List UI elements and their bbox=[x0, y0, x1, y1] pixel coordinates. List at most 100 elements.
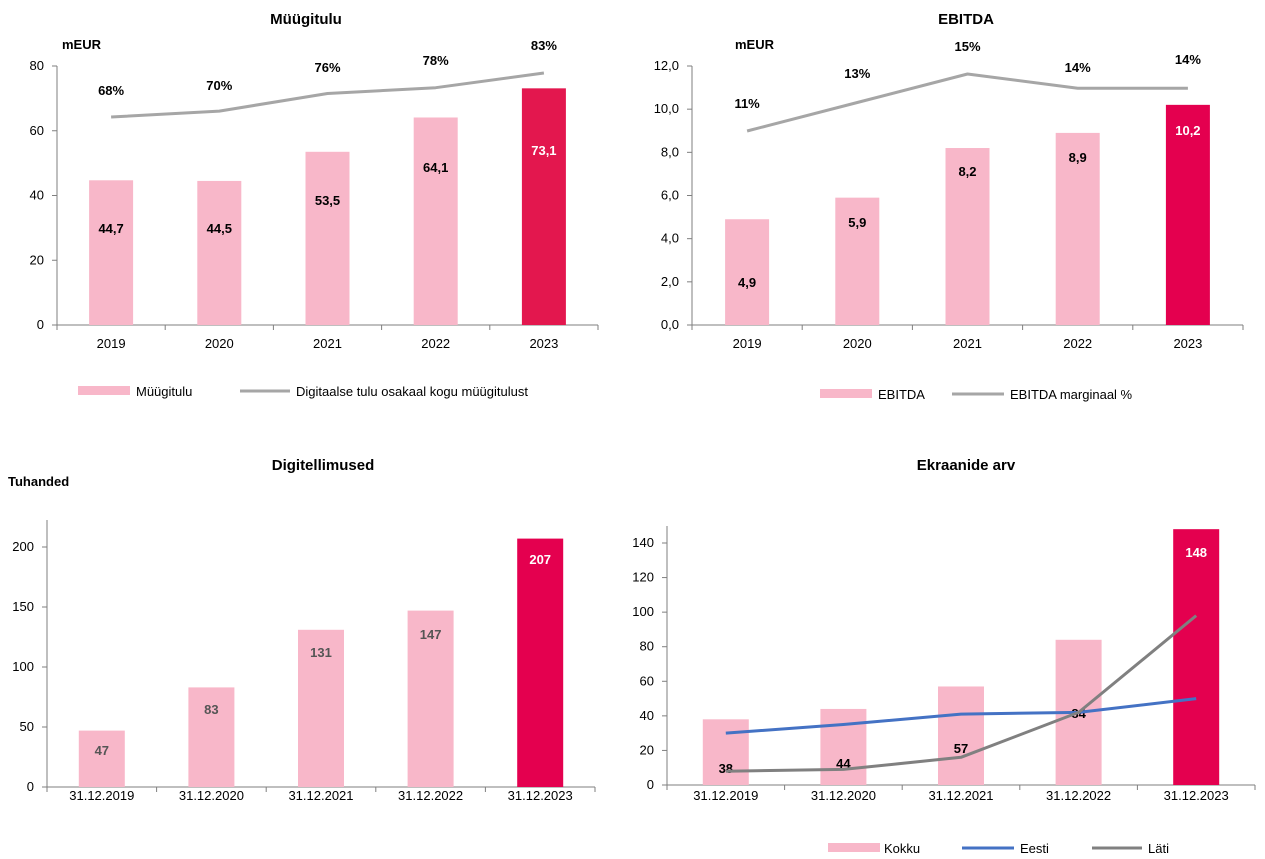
legend-label: Eesti bbox=[1020, 841, 1049, 856]
y-tick-label: 12,0 bbox=[654, 58, 679, 73]
x-tick-label: 31.12.2023 bbox=[1164, 788, 1229, 803]
y-tick-label: 60 bbox=[640, 673, 654, 688]
line-data-label: 83% bbox=[531, 38, 557, 53]
y-tick-label: 2,0 bbox=[661, 274, 679, 289]
y-tick-label: 140 bbox=[632, 535, 654, 550]
x-tick-label: 2020 bbox=[843, 336, 872, 351]
y-tick-label: 200 bbox=[12, 539, 34, 554]
line-series bbox=[725, 697, 1197, 735]
bar-data-label: 8,9 bbox=[1069, 150, 1087, 165]
bar-data-label: 10,2 bbox=[1175, 123, 1200, 138]
bar bbox=[407, 610, 454, 787]
bar-data-label: 73,1 bbox=[531, 143, 556, 158]
y-tick-label: 0 bbox=[27, 779, 34, 794]
y-unit-label: mEUR bbox=[62, 37, 102, 52]
x-tick-label: 31.12.2021 bbox=[288, 788, 353, 803]
y-tick-label: 6,0 bbox=[661, 188, 679, 203]
bar bbox=[945, 148, 990, 325]
y-tick-label: 20 bbox=[30, 252, 44, 267]
line-data-label: 70% bbox=[206, 78, 232, 93]
legend-label: Müügitulu bbox=[136, 384, 192, 399]
chart-title: EBITDA bbox=[938, 11, 994, 28]
line-series bbox=[725, 614, 1198, 773]
line-data-label: 14% bbox=[1065, 60, 1091, 75]
y-tick-label: 60 bbox=[30, 123, 44, 138]
x-tick-label: 31.12.2020 bbox=[811, 788, 876, 803]
line-data-label: 14% bbox=[1175, 52, 1201, 67]
x-tick-label: 2021 bbox=[313, 336, 342, 351]
bar-data-label: 44,7 bbox=[98, 221, 123, 236]
bar-data-label: 53,5 bbox=[315, 193, 340, 208]
y-tick-label: 100 bbox=[12, 659, 34, 674]
legend-label: Kokku bbox=[884, 841, 920, 856]
bar bbox=[1055, 132, 1100, 325]
y-tick-label: 8,0 bbox=[661, 144, 679, 159]
legend-label: EBITDA marginaal % bbox=[1010, 387, 1133, 402]
x-tick-label: 2023 bbox=[529, 336, 558, 351]
legend-bar-swatch bbox=[78, 386, 130, 395]
y-tick-label: 4,0 bbox=[661, 231, 679, 246]
line-data-label: 76% bbox=[314, 60, 340, 75]
bar bbox=[1173, 529, 1220, 785]
bar-data-label: 147 bbox=[420, 627, 442, 642]
legend-bar-swatch bbox=[820, 389, 872, 398]
line-data-label: 13% bbox=[844, 66, 870, 81]
y-tick-label: 40 bbox=[30, 188, 44, 203]
y-tick-label: 40 bbox=[640, 708, 654, 723]
bar-data-label: 131 bbox=[310, 645, 332, 660]
x-tick-label: 2019 bbox=[733, 336, 762, 351]
bar-data-label: 47 bbox=[95, 743, 109, 758]
chart-title: Ekraanide arv bbox=[917, 457, 1016, 474]
line-data-label: 15% bbox=[954, 39, 980, 54]
bar-data-label: 44 bbox=[836, 756, 851, 771]
bar bbox=[835, 197, 880, 325]
bar-data-label: 38 bbox=[719, 761, 733, 776]
x-tick-label: 2021 bbox=[953, 336, 982, 351]
bar-data-label: 4,9 bbox=[738, 275, 756, 290]
line-data-label: 78% bbox=[423, 53, 449, 68]
x-tick-label: 31.12.2023 bbox=[508, 788, 573, 803]
legend-bar-swatch bbox=[828, 843, 880, 852]
bar bbox=[298, 629, 344, 787]
y-tick-label: 10,0 bbox=[654, 101, 679, 116]
bar bbox=[89, 180, 134, 325]
bar bbox=[413, 117, 458, 325]
y-tick-label: 50 bbox=[20, 719, 34, 734]
bar-data-label: 57 bbox=[954, 741, 968, 756]
x-tick-label: 31.12.2019 bbox=[693, 788, 758, 803]
chart-title: Digitellimused bbox=[272, 457, 375, 474]
x-tick-label: 2019 bbox=[97, 336, 126, 351]
x-tick-label: 31.12.2022 bbox=[398, 788, 463, 803]
y-tick-label: 100 bbox=[632, 604, 654, 619]
bar bbox=[197, 180, 242, 325]
bar-data-label: 8,2 bbox=[958, 164, 976, 179]
y-unit-label: mEUR bbox=[735, 37, 775, 52]
line-series bbox=[746, 72, 1188, 133]
bar-data-label: 5,9 bbox=[848, 215, 866, 230]
line-series bbox=[111, 71, 545, 119]
x-tick-label: 31.12.2021 bbox=[928, 788, 993, 803]
line-data-label: 11% bbox=[734, 96, 760, 111]
bar-data-label: 64,1 bbox=[423, 160, 448, 175]
y-tick-label: 0 bbox=[647, 777, 654, 792]
x-tick-label: 2022 bbox=[421, 336, 450, 351]
y-unit-label: Tuhanded bbox=[8, 474, 69, 489]
legend-label: Läti bbox=[1148, 841, 1169, 856]
bar bbox=[305, 151, 350, 325]
y-tick-label: 150 bbox=[12, 599, 34, 614]
chart-1: Müügitulu mEUR 0 20 40 60 80 2019 2020 2021 2022 20… bbox=[30, 11, 599, 399]
chart-4: Ekraanide arv 0 20 40 60 80 100 120 140 31.12.201… bbox=[632, 457, 1256, 856]
chart-3: Digitellimused Tuhanded 0 50 100 150 200 31.12.… bbox=[8, 457, 596, 803]
bar bbox=[517, 538, 564, 787]
y-tick-label: 80 bbox=[640, 639, 654, 654]
y-tick-label: 0 bbox=[37, 317, 44, 332]
bar-data-label: 207 bbox=[529, 552, 551, 567]
bar bbox=[188, 687, 235, 787]
bar bbox=[938, 686, 984, 785]
legend-label: Digitaalse tulu osakaal kogu müügitulust bbox=[296, 384, 528, 399]
chart-2: EBITDA mEUR 0,0 2,0 4,0 6,0 8,0 10,0 12,0 2019 202… bbox=[654, 11, 1244, 402]
bar bbox=[725, 219, 770, 325]
bar-data-label: 83 bbox=[204, 702, 218, 717]
